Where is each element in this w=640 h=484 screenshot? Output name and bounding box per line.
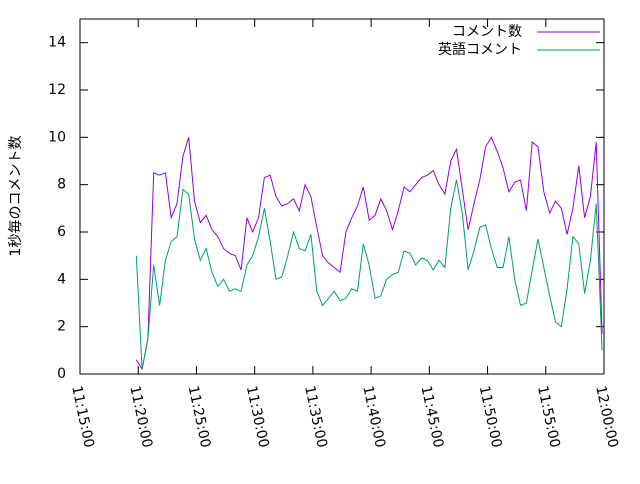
x-tick-label: 11:40:00 bbox=[359, 384, 388, 449]
y-tick-label: 10 bbox=[48, 129, 66, 145]
x-tick-label: 11:25:00 bbox=[185, 384, 214, 449]
plot-border bbox=[79, 18, 605, 375]
y-tick-label: 0 bbox=[57, 366, 66, 382]
legend-label: コメント数 bbox=[452, 24, 522, 40]
x-tick-label: 11:55:00 bbox=[534, 384, 563, 449]
x-tick-label: 11:35:00 bbox=[301, 384, 330, 449]
y-tick-label: 4 bbox=[57, 271, 66, 287]
legend-label: 英語コメント bbox=[438, 41, 522, 58]
x-tick-label: 11:45:00 bbox=[418, 384, 447, 449]
x-tick-label: 11:50:00 bbox=[476, 384, 505, 449]
x-tick-label: 11:20:00 bbox=[126, 384, 155, 449]
y-tick-label: 12 bbox=[48, 82, 66, 98]
x-tick-label: 11:30:00 bbox=[243, 384, 272, 449]
y-tick-label: 2 bbox=[57, 319, 66, 335]
y-tick-label: 14 bbox=[48, 35, 66, 51]
y-axis-label: 1秒毎のコメント数 bbox=[8, 136, 24, 257]
x-tick-label: 12:00:00 bbox=[592, 384, 621, 449]
x-tick-label: 11:15:00 bbox=[68, 384, 97, 449]
y-tick-label: 6 bbox=[57, 224, 66, 240]
data-line bbox=[135, 136, 603, 371]
y-tick-label: 8 bbox=[57, 177, 66, 193]
data-line bbox=[135, 179, 603, 370]
